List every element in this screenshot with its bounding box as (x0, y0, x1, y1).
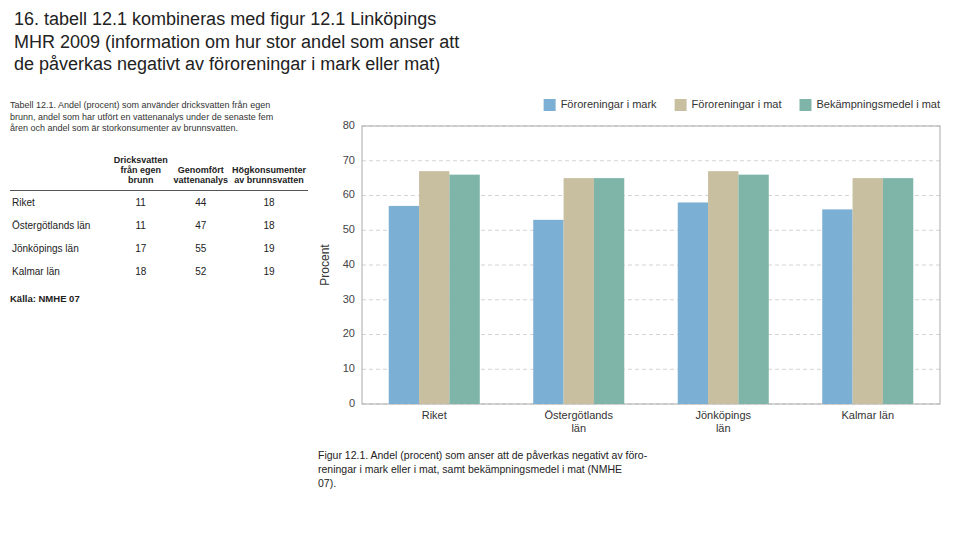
table-cell: 44 (171, 191, 230, 215)
bar (389, 206, 419, 404)
x-tick-label: Riket (422, 409, 447, 421)
legend-swatch (675, 99, 687, 111)
legend-item: Föroreningar i mat (675, 98, 782, 111)
grid-line (362, 160, 940, 161)
y-tick-label: 30 (343, 293, 355, 305)
y-tick-label: 40 (343, 258, 355, 270)
bars (389, 171, 914, 404)
legend-label: Föroreningar i mark (561, 98, 657, 110)
plot-frame (362, 126, 940, 404)
legend-label: Bekämpningsmedel i mat (816, 98, 940, 110)
column-header: Dricksvatten från egen brunn (110, 153, 171, 191)
row-label: Kalmar län (10, 260, 110, 283)
bar (419, 171, 449, 404)
legend-label: Föroreningar i mat (692, 98, 782, 110)
row-label: Östergötlands län (10, 214, 110, 237)
table-cell: 17 (110, 237, 171, 260)
title: 16. tabell 12.1 kombineras med figur 12.… (14, 8, 459, 76)
table-cell: 11 (110, 214, 171, 237)
legend-item: Föroreningar i mark (544, 98, 657, 111)
bar (738, 175, 768, 404)
y-axis-label: Procent (318, 244, 332, 286)
y-tick-label: 80 (343, 119, 355, 131)
table-cell: 55 (171, 237, 230, 260)
legend-swatch (799, 99, 811, 111)
bar (883, 178, 913, 404)
bar-chart: 0 10 20 30 40 50 60 70 80 Procent Riket Östergötlan… (312, 92, 952, 444)
bar (533, 220, 563, 404)
x-tick-label: Östergötlandslän (545, 409, 614, 434)
y-tick-label: 60 (343, 188, 355, 200)
y-tick-label: 10 (343, 362, 355, 374)
x-tick-label: Kalmar län (841, 409, 894, 421)
bar (853, 178, 883, 404)
bar (594, 178, 624, 404)
row-label: Riket (10, 191, 110, 215)
column-header: Högkonsumenter av brunnsvatten (230, 153, 308, 191)
table-cell: 18 (230, 191, 308, 215)
table-cell: 11 (110, 191, 171, 215)
table-cell: 18 (110, 260, 171, 283)
bar (564, 178, 594, 404)
grid (362, 126, 940, 404)
bar (708, 171, 738, 404)
row-label: Jönköpings län (10, 237, 110, 260)
bar (822, 209, 852, 404)
legend-swatch (544, 99, 556, 111)
y-tick-label: 50 (343, 223, 355, 235)
legend: Föroreningar i mark Föroreningar i mat Bek… (544, 98, 940, 111)
bar (678, 202, 708, 404)
y-tick-label: 20 (343, 327, 355, 339)
table-cell: 18 (230, 214, 308, 237)
table-caption: Tabell 12.1. Andel (procent) som använde… (10, 100, 308, 135)
bar (449, 175, 479, 404)
table-source: Källa: NMHE 07 (10, 293, 308, 304)
y-tick-label: 70 (343, 154, 355, 166)
table-cell: 47 (171, 214, 230, 237)
table-cell: 52 (171, 260, 230, 283)
y-tick-label: 0 (349, 397, 355, 409)
legend-item: Bekämpningsmedel i mat (799, 98, 940, 111)
table: Dricksvatten från egen brunnGenomfört va… (10, 153, 308, 283)
x-tick-label: Jönköpingslän (695, 409, 751, 434)
column-header: Genomfört vattenanalys (171, 153, 230, 191)
table-cell: 19 (230, 237, 308, 260)
table-panel: Tabell 12.1. Andel (procent) som använde… (10, 100, 308, 304)
table-cell: 19 (230, 260, 308, 283)
figure-caption: Figur 12.1. Andel (procent) som anser at… (318, 448, 948, 491)
